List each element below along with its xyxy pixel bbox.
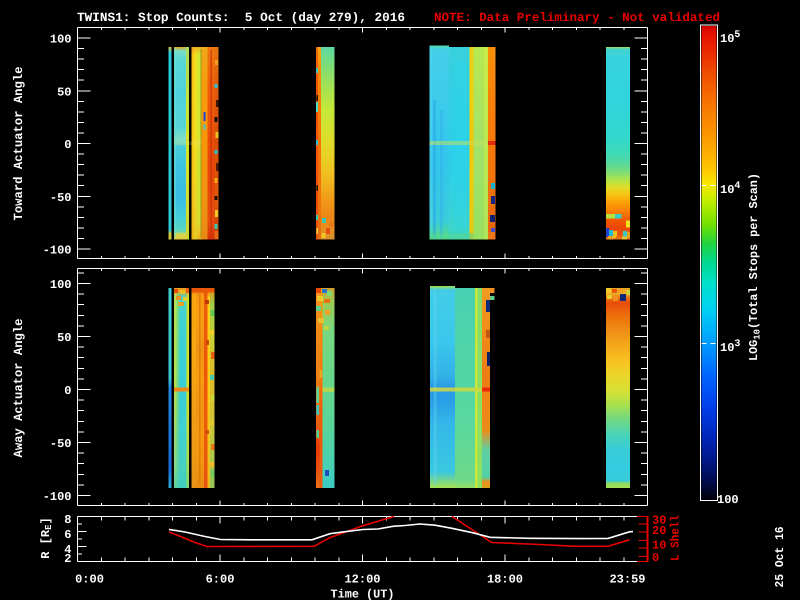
svg-text:-100: -100 bbox=[43, 490, 72, 504]
svg-text:50: 50 bbox=[57, 331, 71, 345]
svg-text:LOG10(Total Stops per Scan): LOG10(Total Stops per Scan) bbox=[747, 173, 763, 361]
svg-text:6:00: 6:00 bbox=[206, 573, 235, 587]
svg-text:100: 100 bbox=[50, 33, 72, 47]
svg-text:-50: -50 bbox=[50, 191, 72, 205]
svg-text:0: 0 bbox=[64, 384, 71, 398]
svg-text:12:00: 12:00 bbox=[344, 573, 380, 587]
svg-text:0: 0 bbox=[652, 551, 659, 565]
svg-text:4: 4 bbox=[64, 543, 71, 557]
svg-text:0:00: 0:00 bbox=[75, 573, 104, 587]
svg-text:25 Oct 16: 25 Oct 16 bbox=[773, 527, 787, 588]
svg-text:50: 50 bbox=[57, 85, 71, 99]
svg-text:R [RE]: R [RE] bbox=[39, 517, 54, 558]
svg-text:20: 20 bbox=[652, 524, 666, 538]
svg-text:100: 100 bbox=[50, 278, 72, 292]
svg-text:30: 30 bbox=[652, 514, 666, 528]
svg-text:23:59: 23:59 bbox=[609, 573, 645, 587]
svg-text:-100: -100 bbox=[43, 244, 72, 258]
svg-text:TWINS1: Stop Counts: 5 Oct (d: TWINS1: Stop Counts: 5 Oct (day 279), 20… bbox=[77, 11, 405, 25]
svg-text:2: 2 bbox=[64, 552, 71, 566]
svg-text:Away Actuator Angle: Away Actuator Angle bbox=[12, 319, 26, 458]
svg-text:6: 6 bbox=[64, 528, 71, 542]
svg-text:L Shell: L Shell bbox=[669, 515, 683, 561]
svg-text:18:00: 18:00 bbox=[487, 573, 523, 587]
svg-text:Time (UT): Time (UT) bbox=[331, 588, 395, 600]
svg-text:Toward Actuator Angle: Toward Actuator Angle bbox=[12, 67, 26, 221]
svg-text:10: 10 bbox=[652, 539, 666, 553]
svg-text:NOTE: Data Preliminary - Not v: NOTE: Data Preliminary - Not validated bbox=[434, 11, 720, 25]
svg-text:8: 8 bbox=[64, 513, 71, 527]
svg-text:0: 0 bbox=[64, 138, 71, 152]
svg-text:100: 100 bbox=[717, 493, 739, 507]
svg-text:-50: -50 bbox=[50, 437, 72, 451]
